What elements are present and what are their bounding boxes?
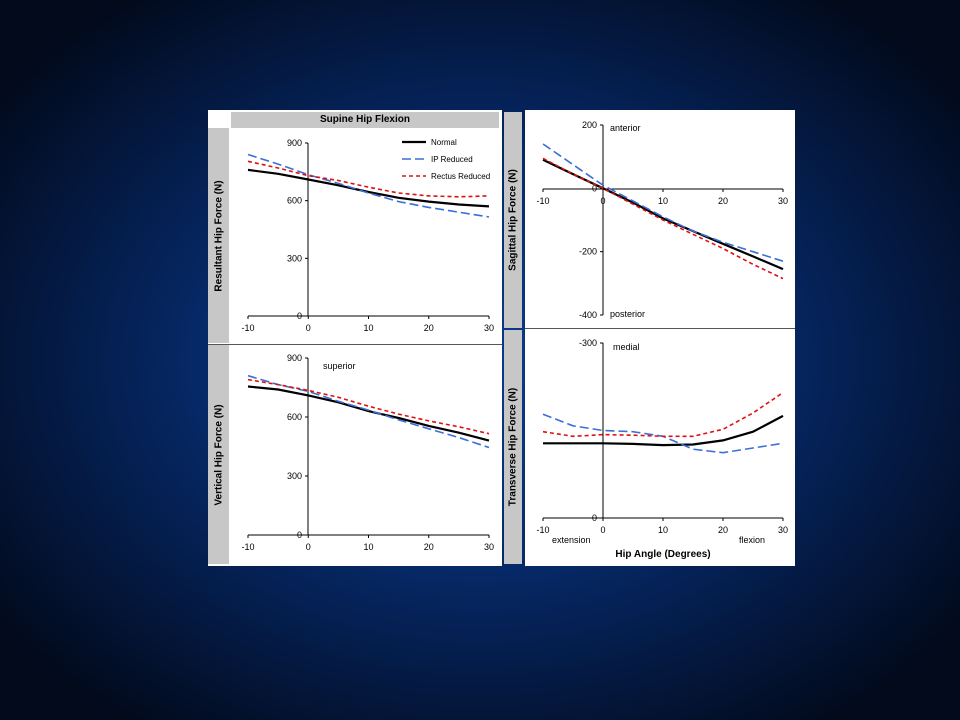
x-tick-label: 30 [778,196,788,206]
y-tick-label: -200 [579,247,597,257]
x-tick-label: 10 [363,542,373,552]
y-tick-label: -400 [579,310,597,320]
series-line-rectus-reduced [542,391,784,438]
x-tick-label: -10 [536,196,549,206]
x-tick-label: 0 [600,525,605,535]
series-line-rectus-reduced [247,160,490,198]
series-line-ip-reduced [247,374,490,449]
figure-title: Supine Hip Flexion [231,112,499,128]
y-tick-label: 600 [287,196,302,206]
series-line-rectus-reduced [247,378,490,435]
y-tick-label: 300 [287,253,302,263]
series-line-ip-reduced [542,143,784,262]
sidebar-resultant: Resultant Hip Force (N) [208,128,229,343]
x-tick-label: 20 [424,323,434,333]
y-tick-label: 0 [297,530,302,540]
x-tick-label: 20 [424,542,434,552]
sidebar-sagittal: Sagittal Hip Force (N) [504,112,522,328]
chart-annotation: posterior [610,309,645,319]
x-tick-label: 30 [484,542,494,552]
legend-label: IP Reduced [431,155,473,164]
y-tick-label: 600 [287,412,302,422]
x-tick-label: 30 [778,525,788,535]
y-tick-label: 0 [592,513,597,523]
x-tick-label: 0 [600,196,605,206]
x-tick-label: -10 [241,542,254,552]
x-tick-label: 10 [658,196,668,206]
chart-annotation: anterior [610,123,641,133]
series-line-rectus-reduced [542,157,784,280]
y-tick-label: 300 [287,471,302,481]
series-line-normal [543,414,784,447]
chart-annotation: flexion [739,535,765,545]
chart-annotation: medial [613,342,640,352]
x-tick-label: -10 [241,323,254,333]
y-tick-label: 0 [297,311,302,321]
y-tick-label: 0 [592,183,597,193]
sidebar-transverse: Transverse Hip Force (N) [504,330,522,564]
series-line-normal [247,385,490,442]
left-figure-panel [208,110,502,566]
x-tick-label: 0 [306,542,311,552]
x-tick-label: 20 [718,525,728,535]
y-tick-label: 900 [287,138,302,148]
y-tick-label: 900 [287,353,302,363]
legend-label: Normal [431,138,457,147]
sidebar-vertical: Vertical Hip Force (N) [208,345,229,564]
x-tick-label: 10 [363,323,373,333]
y-tick-label: -300 [579,338,597,348]
left-divider [208,344,502,345]
series-line-normal [247,168,490,208]
x-tick-label: 30 [484,323,494,333]
right-figure-panel [525,110,795,566]
x-tick-label: 0 [306,323,311,333]
y-tick-label: 200 [582,120,597,130]
legend-label: Rectus Reduced [431,172,490,181]
right-divider [525,328,795,329]
chart-annotation: superior [323,361,356,371]
x-tick-label: 10 [658,525,668,535]
series-line-ip-reduced [247,153,490,218]
x-axis-title: Hip Angle (Degrees) [615,549,710,560]
x-tick-label: 20 [718,196,728,206]
chart-annotation: extension [552,535,591,545]
x-tick-label: -10 [536,525,549,535]
